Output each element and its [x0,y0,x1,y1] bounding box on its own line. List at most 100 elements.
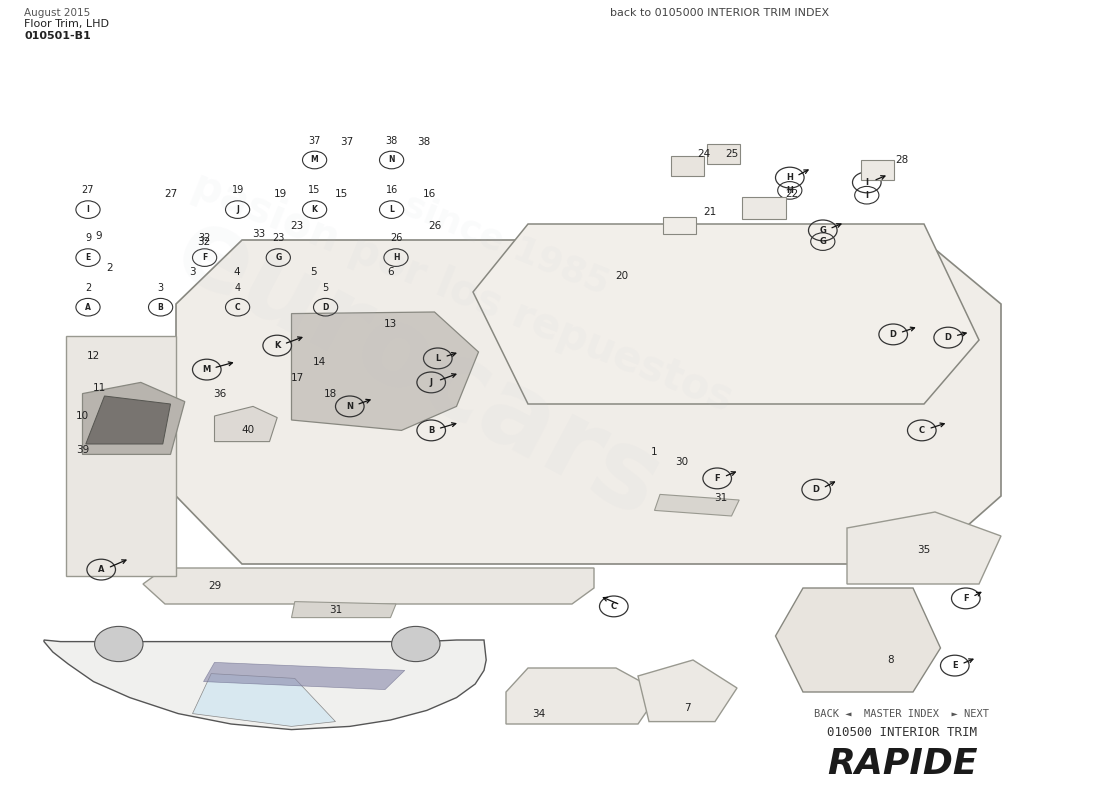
Text: 30: 30 [675,458,689,467]
Text: 8: 8 [888,655,894,665]
Text: G: G [820,237,826,246]
Text: 23: 23 [272,234,285,243]
Text: back to 0105000 INTERIOR TRIM INDEX: back to 0105000 INTERIOR TRIM INDEX [610,8,829,18]
Text: since 1985: since 1985 [398,187,614,301]
Text: 39: 39 [76,445,89,454]
Text: C: C [918,426,925,435]
Text: D: D [322,302,329,312]
Text: I: I [866,178,868,187]
Text: 25: 25 [725,149,738,158]
Text: G: G [820,226,826,235]
Polygon shape [292,602,396,618]
Text: C: C [610,602,617,611]
Text: 31: 31 [714,493,727,502]
Text: 4: 4 [234,283,241,293]
Text: 15: 15 [334,189,348,198]
Bar [671,157,704,176]
Bar [663,217,696,234]
Polygon shape [66,336,176,576]
Text: D: D [890,330,896,339]
Text: BACK ◄  MASTER INDEX  ► NEXT: BACK ◄ MASTER INDEX ► NEXT [814,709,990,718]
Text: 2: 2 [85,283,91,293]
Polygon shape [192,674,336,726]
Text: M: M [202,365,211,374]
Text: 3: 3 [157,283,164,293]
Text: 3: 3 [189,267,196,277]
Polygon shape [143,568,594,604]
Text: 35: 35 [917,546,931,555]
Circle shape [392,626,440,662]
Text: 9: 9 [85,234,91,243]
Polygon shape [176,240,1001,564]
Text: H: H [786,186,793,195]
Text: M: M [310,155,319,165]
Text: I: I [866,190,868,200]
Text: 24: 24 [697,149,711,158]
Text: 16: 16 [385,186,398,195]
Polygon shape [86,396,170,444]
Text: L: L [389,205,394,214]
Polygon shape [292,312,478,430]
Text: pasion por los repuestos: pasion por los repuestos [186,164,738,420]
Text: B: B [428,426,435,435]
Text: 5: 5 [310,267,317,277]
Text: 17: 17 [290,373,304,382]
Text: 38: 38 [417,138,430,147]
Text: 9: 9 [96,231,102,241]
Text: 22: 22 [785,189,799,198]
Text: 6: 6 [387,267,394,277]
Polygon shape [654,494,739,516]
Text: A: A [85,302,91,312]
Bar [742,197,786,219]
Text: 15: 15 [308,186,321,195]
Text: 7: 7 [684,703,691,713]
Circle shape [95,626,143,662]
Polygon shape [214,406,277,442]
Text: 14: 14 [312,357,326,366]
Text: F: F [714,474,720,483]
Text: 32: 32 [197,237,210,246]
Bar [707,143,740,163]
Text: 1: 1 [651,447,658,457]
Polygon shape [82,382,185,454]
Text: B: B [157,302,164,312]
Polygon shape [847,512,1001,584]
Text: K: K [311,205,318,214]
Text: Floor Trim, LHD: Floor Trim, LHD [24,19,109,29]
Text: 23: 23 [290,221,304,230]
Text: J: J [430,378,432,387]
Text: 31: 31 [329,605,342,614]
Text: I: I [87,205,89,214]
Polygon shape [638,660,737,722]
Text: F: F [962,594,969,603]
Bar [861,159,894,179]
Text: N: N [346,402,353,411]
Text: 5: 5 [322,283,329,293]
Text: 34: 34 [532,709,546,718]
Text: 32: 32 [198,234,211,243]
Text: 26: 26 [428,221,441,230]
Text: RAPIDE: RAPIDE [827,747,977,781]
Text: 19: 19 [274,189,287,198]
Text: 20: 20 [615,271,628,281]
Polygon shape [473,224,979,404]
Text: J: J [236,205,239,214]
Text: 28: 28 [895,155,909,165]
Text: eurocars: eurocars [157,196,679,540]
Text: 13: 13 [384,319,397,329]
Text: A: A [98,565,104,574]
Text: D: D [813,485,820,494]
Text: C: C [234,302,241,312]
Text: 19: 19 [231,186,244,195]
Text: 18: 18 [323,389,337,398]
Text: 37: 37 [340,138,353,147]
Text: 2: 2 [107,263,113,273]
Text: 40: 40 [241,426,254,435]
Text: August 2015: August 2015 [24,8,90,18]
Text: 16: 16 [422,189,436,198]
Polygon shape [44,640,486,730]
Text: L: L [436,354,440,363]
Text: 27: 27 [164,189,177,198]
Polygon shape [506,668,660,724]
Text: G: G [275,253,282,262]
